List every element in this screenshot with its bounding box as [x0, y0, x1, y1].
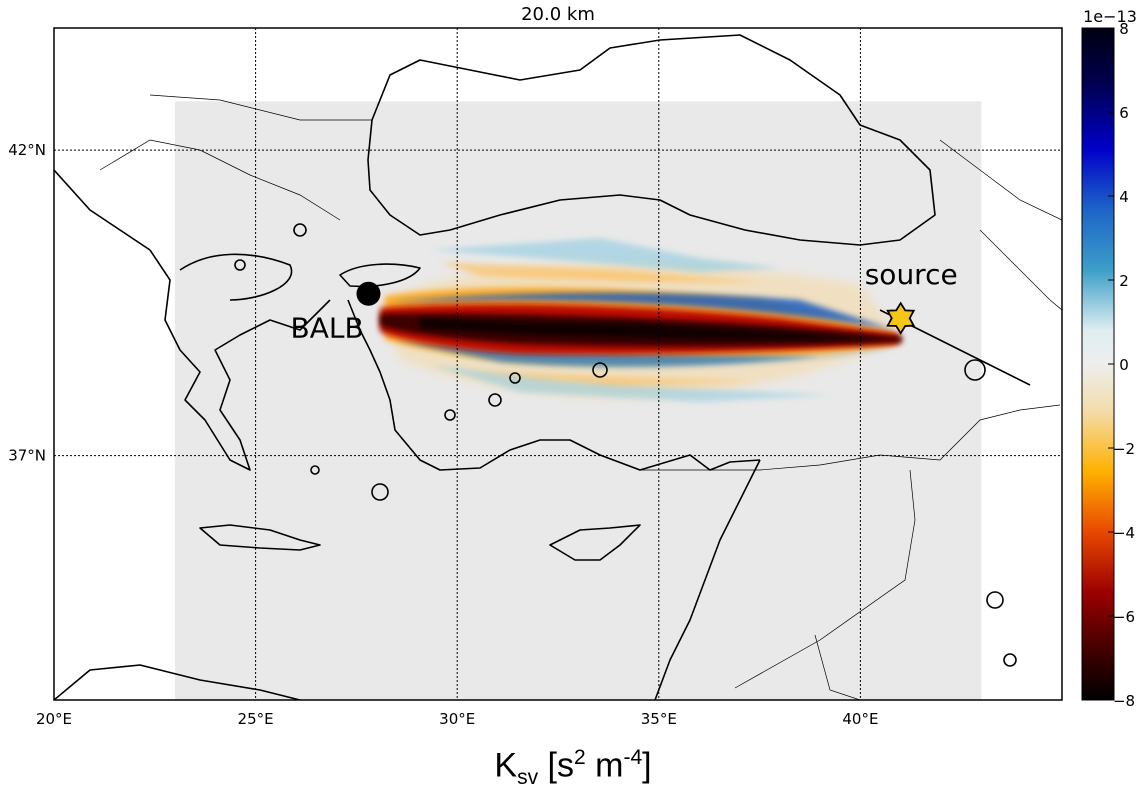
latitude-label: 37°N [8, 447, 46, 465]
map-area: BALB source [54, 28, 1062, 700]
colorbar-tick-label: −6 [1113, 608, 1135, 626]
longitude-labels: 20°E 25°E 30°E 35°E 40°E [36, 710, 878, 728]
longitude-label: 40°E [842, 710, 878, 728]
borders [99, 94, 1062, 700]
colorbar-tick-label: 4 [1119, 188, 1129, 206]
colorbar-ticks: 8 6 4 2 0 −2 −4 −6 −8 [1108, 20, 1135, 710]
quantity-unit: [s [547, 746, 574, 785]
latitude-label: 42°N [8, 141, 46, 159]
longitude-label: 35°E [641, 710, 677, 728]
station-marker[interactable] [356, 281, 381, 306]
colorbar-tick-label: −2 [1113, 440, 1135, 458]
coastlines [54, 34, 1031, 700]
quantity-symbol: K [494, 746, 518, 785]
colorbar-tick-label: 8 [1119, 20, 1129, 38]
colorbar-tick-label: −4 [1113, 524, 1135, 542]
colorbar-multiplier: 1e−13 [1083, 7, 1137, 26]
kernel-field [380, 238, 902, 402]
colorbar-tick-label: 2 [1119, 272, 1129, 290]
unit-middle: m [585, 746, 624, 785]
unit-exponent-2: -4 [623, 746, 643, 769]
latitude-labels: 42°N 37°N [8, 141, 46, 464]
quantity-label: Ksv [s2 m-4] [0, 746, 1146, 796]
quantity-subscript: sv [517, 766, 539, 790]
unit-exponent-1: 2 [573, 746, 586, 769]
source-star-icon[interactable] [886, 301, 916, 335]
graticule [54, 28, 1062, 700]
colorbar-tick-label: −8 [1113, 692, 1135, 710]
colorbar-tick-label: 0 [1119, 356, 1129, 374]
colorbar-tick-label: 6 [1119, 104, 1129, 122]
source-label: source [865, 258, 958, 291]
unit-end: ] [642, 746, 652, 785]
longitude-label: 20°E [36, 710, 72, 728]
map-frame [53, 27, 1063, 701]
longitude-label: 30°E [439, 710, 475, 728]
station-label: BALB [290, 312, 363, 345]
map-title: 20.0 km [521, 4, 595, 25]
longitude-label: 25°E [238, 710, 274, 728]
